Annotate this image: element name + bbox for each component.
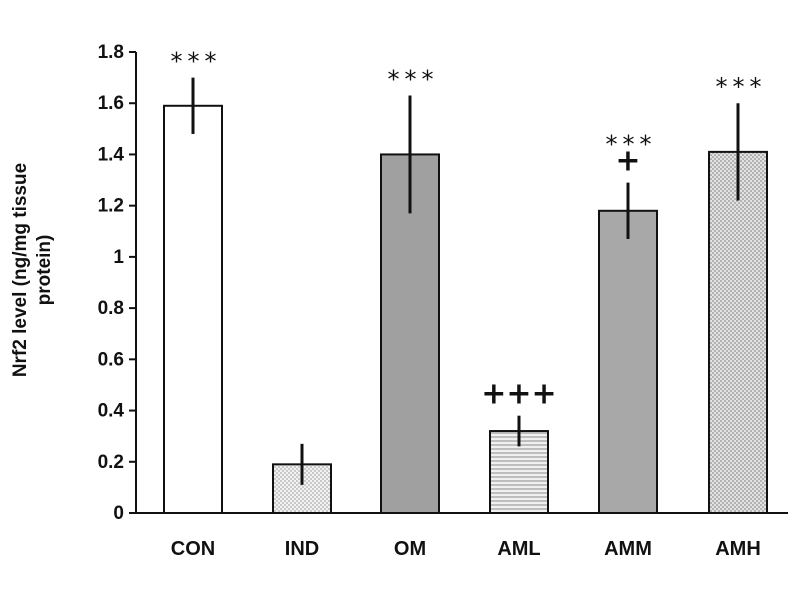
y-tick-label: 0.4 <box>98 401 125 422</box>
category-label-amh: AMH <box>715 538 761 560</box>
y-tick-label: 1.4 <box>98 144 125 165</box>
bar-amh <box>708 150 768 514</box>
error-bars <box>191 77 740 485</box>
y-tick-label: 0.6 <box>98 349 124 370</box>
category-label-om: OM <box>394 538 426 560</box>
category-label-ind: IND <box>285 538 319 560</box>
bar-con <box>163 104 223 515</box>
y-axis-title-line-2: protein) <box>34 235 55 306</box>
bar-aml <box>489 430 549 514</box>
star-annotation-amh: *** <box>716 73 767 101</box>
significance-annotations: ******++++****** <box>171 48 767 412</box>
plus-annotation-aml: +++ <box>481 377 556 412</box>
y-tick-label: 0 <box>113 503 124 524</box>
y-tick-label: 1 <box>113 247 124 268</box>
bar-amm <box>598 209 658 515</box>
y-tick-label: 0.8 <box>98 298 124 319</box>
plus-annotation-amm: + <box>615 144 640 179</box>
star-annotation-om: *** <box>388 66 439 94</box>
axes: 0 0.2 0.4 0.6 0.8 1 1.2 1.4 1.6 1.8 <box>98 42 788 524</box>
category-label-amm: AMM <box>604 538 652 560</box>
y-tick-label: 1.2 <box>98 196 124 217</box>
y-tick-label: 0.2 <box>98 452 124 473</box>
bars <box>163 104 768 515</box>
y-tick-label: 1.6 <box>98 93 124 114</box>
x-category-labels: CON IND OM AML AMM AMH <box>171 538 761 560</box>
y-axis-title-line-1: Nrf2 level (ng/mg tissue <box>10 163 31 377</box>
category-label-aml: AML <box>497 538 540 560</box>
star-annotation-amm: *** <box>606 131 657 159</box>
y-tick-label: 1.8 <box>98 42 124 63</box>
y-ticks: 0 0.2 0.4 0.6 0.8 1 1.2 1.4 1.6 1.8 <box>98 42 136 524</box>
category-label-con: CON <box>171 538 215 560</box>
star-annotation-con: *** <box>171 48 222 76</box>
bar-om <box>380 153 440 514</box>
